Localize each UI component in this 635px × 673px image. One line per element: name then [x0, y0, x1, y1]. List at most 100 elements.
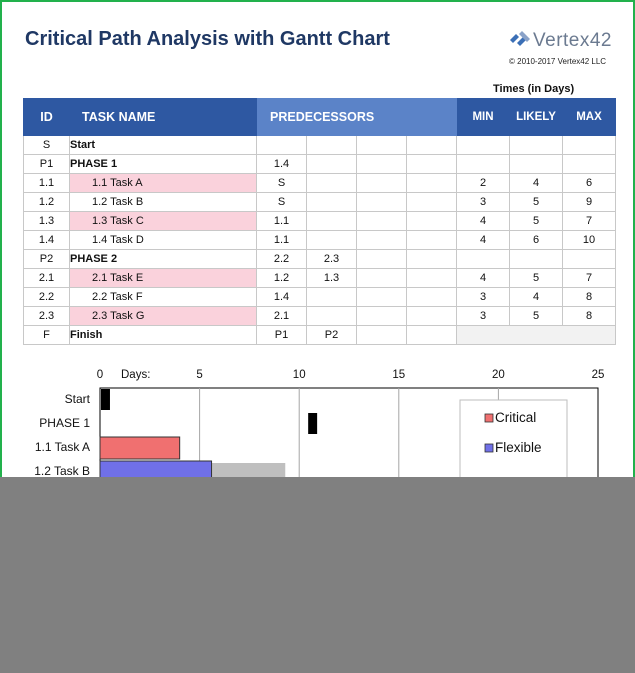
cell-predecessor-1[interactable]: S [256, 173, 307, 193]
cell-max[interactable] [562, 154, 616, 174]
cell-task-name[interactable]: Finish [69, 325, 257, 345]
cell-id[interactable]: 1.3 [23, 211, 70, 231]
cell-id[interactable]: S [23, 135, 70, 155]
cell-task-name[interactable]: 2.1 Task E [69, 268, 257, 288]
cell-min[interactable]: 3 [456, 306, 510, 326]
cell-predecessor-4[interactable] [406, 287, 457, 307]
cell-task-name[interactable]: 1.3 Task C [69, 211, 257, 231]
cell-predecessor-1[interactable]: 1.1 [256, 230, 307, 250]
header-task-name[interactable]: TASK NAME [69, 98, 257, 136]
cell-task-name[interactable]: 1.4 Task D [69, 230, 257, 250]
cell-predecessor-4[interactable] [406, 211, 457, 231]
cell-predecessor-4[interactable] [406, 173, 457, 193]
cell-max[interactable] [562, 135, 616, 155]
cell-predecessor-4[interactable] [406, 192, 457, 212]
cell-predecessor-1[interactable]: 1.1 [256, 211, 307, 231]
cell-predecessor-1[interactable] [256, 135, 307, 155]
cell-likely[interactable]: 5 [509, 306, 563, 326]
cell-predecessor-2[interactable] [306, 192, 357, 212]
cell-id[interactable]: 1.4 [23, 230, 70, 250]
cell-likely[interactable]: 5 [509, 268, 563, 288]
cell-min[interactable] [456, 135, 510, 155]
cell-min[interactable]: 4 [456, 230, 510, 250]
header-min[interactable]: MIN [456, 98, 510, 136]
cell-predecessor-1[interactable]: 2.1 [256, 306, 307, 326]
cell-id[interactable]: 2.1 [23, 268, 70, 288]
cell-id[interactable]: 2.3 [23, 306, 70, 326]
cell-task-name[interactable]: 2.3 Task G [69, 306, 257, 326]
header-id[interactable]: ID [23, 98, 70, 136]
cell-likely[interactable]: 6 [509, 230, 563, 250]
cell-predecessor-1[interactable]: 1.4 [256, 154, 307, 174]
cell-predecessor-4[interactable] [406, 325, 457, 345]
cell-predecessor-1[interactable]: 2.2 [256, 249, 307, 269]
cell-min[interactable]: 3 [456, 192, 510, 212]
cell-task-name[interactable]: PHASE 1 [69, 154, 257, 174]
cell-max[interactable]: 8 [562, 306, 616, 326]
cell-id[interactable]: F [23, 325, 70, 345]
cell-likely[interactable]: 4 [509, 287, 563, 307]
cell-predecessor-2[interactable] [306, 230, 357, 250]
cell-likely[interactable] [509, 154, 563, 174]
cell-max[interactable]: 7 [562, 211, 616, 231]
cell-min[interactable]: 3 [456, 287, 510, 307]
cell-predecessor-3[interactable] [356, 173, 407, 193]
cell-max[interactable]: 7 [562, 268, 616, 288]
cell-task-name[interactable]: 1.2 Task B [69, 192, 257, 212]
header-predecessors[interactable]: PREDECESSORS [256, 98, 457, 136]
cell-task-name[interactable]: Start [69, 135, 257, 155]
cell-likely[interactable] [509, 249, 563, 269]
cell-predecessor-3[interactable] [356, 249, 407, 269]
cell-max[interactable]: 8 [562, 287, 616, 307]
cell-predecessor-4[interactable] [406, 135, 457, 155]
cell-predecessor-2[interactable] [306, 135, 357, 155]
cell-min[interactable] [456, 154, 510, 174]
cell-predecessor-4[interactable] [406, 268, 457, 288]
cell-predecessor-2[interactable]: 1.3 [306, 268, 357, 288]
cell-id[interactable]: 2.2 [23, 287, 70, 307]
cell-predecessor-3[interactable] [356, 306, 407, 326]
cell-max[interactable]: 9 [562, 192, 616, 212]
header-max[interactable]: MAX [562, 98, 616, 136]
cell-predecessor-3[interactable] [356, 154, 407, 174]
cell-predecessor-2[interactable] [306, 306, 357, 326]
cell-predecessor-1[interactable]: P1 [256, 325, 307, 345]
cell-predecessor-3[interactable] [356, 325, 407, 345]
cell-predecessor-2[interactable]: P2 [306, 325, 357, 345]
cell-max[interactable] [562, 249, 616, 269]
cell-predecessor-2[interactable] [306, 211, 357, 231]
cell-predecessor-2[interactable] [306, 173, 357, 193]
cell-predecessor-4[interactable] [406, 154, 457, 174]
cell-task-name[interactable]: 2.2 Task F [69, 287, 257, 307]
cell-likely[interactable] [509, 135, 563, 155]
cell-predecessor-4[interactable] [406, 230, 457, 250]
cell-min[interactable]: 4 [456, 211, 510, 231]
cell-predecessor-1[interactable]: 1.2 [256, 268, 307, 288]
cell-likely[interactable]: 4 [509, 173, 563, 193]
cell-predecessor-1[interactable]: S [256, 192, 307, 212]
cell-id[interactable]: P2 [23, 249, 70, 269]
cell-predecessor-3[interactable] [356, 211, 407, 231]
cell-min[interactable]: 4 [456, 268, 510, 288]
cell-max[interactable]: 6 [562, 173, 616, 193]
cell-min[interactable] [456, 249, 510, 269]
cell-predecessor-3[interactable] [356, 230, 407, 250]
cell-predecessor-4[interactable] [406, 249, 457, 269]
cell-task-name[interactable]: 1.1 Task A [69, 173, 257, 193]
cell-predecessor-3[interactable] [356, 268, 407, 288]
cell-likely[interactable]: 5 [509, 192, 563, 212]
cell-predecessor-3[interactable] [356, 192, 407, 212]
cell-id[interactable]: P1 [23, 154, 70, 174]
cell-predecessor-4[interactable] [406, 306, 457, 326]
cell-predecessor-2[interactable]: 2.3 [306, 249, 357, 269]
header-likely[interactable]: LIKELY [509, 98, 563, 136]
cell-id[interactable]: 1.2 [23, 192, 70, 212]
cell-max[interactable]: 10 [562, 230, 616, 250]
cell-task-name[interactable]: PHASE 2 [69, 249, 257, 269]
cell-predecessor-1[interactable]: 1.4 [256, 287, 307, 307]
cell-predecessor-3[interactable] [356, 135, 407, 155]
cell-min[interactable]: 2 [456, 173, 510, 193]
cell-id[interactable]: 1.1 [23, 173, 70, 193]
cell-predecessor-2[interactable] [306, 287, 357, 307]
cell-predecessor-2[interactable] [306, 154, 357, 174]
